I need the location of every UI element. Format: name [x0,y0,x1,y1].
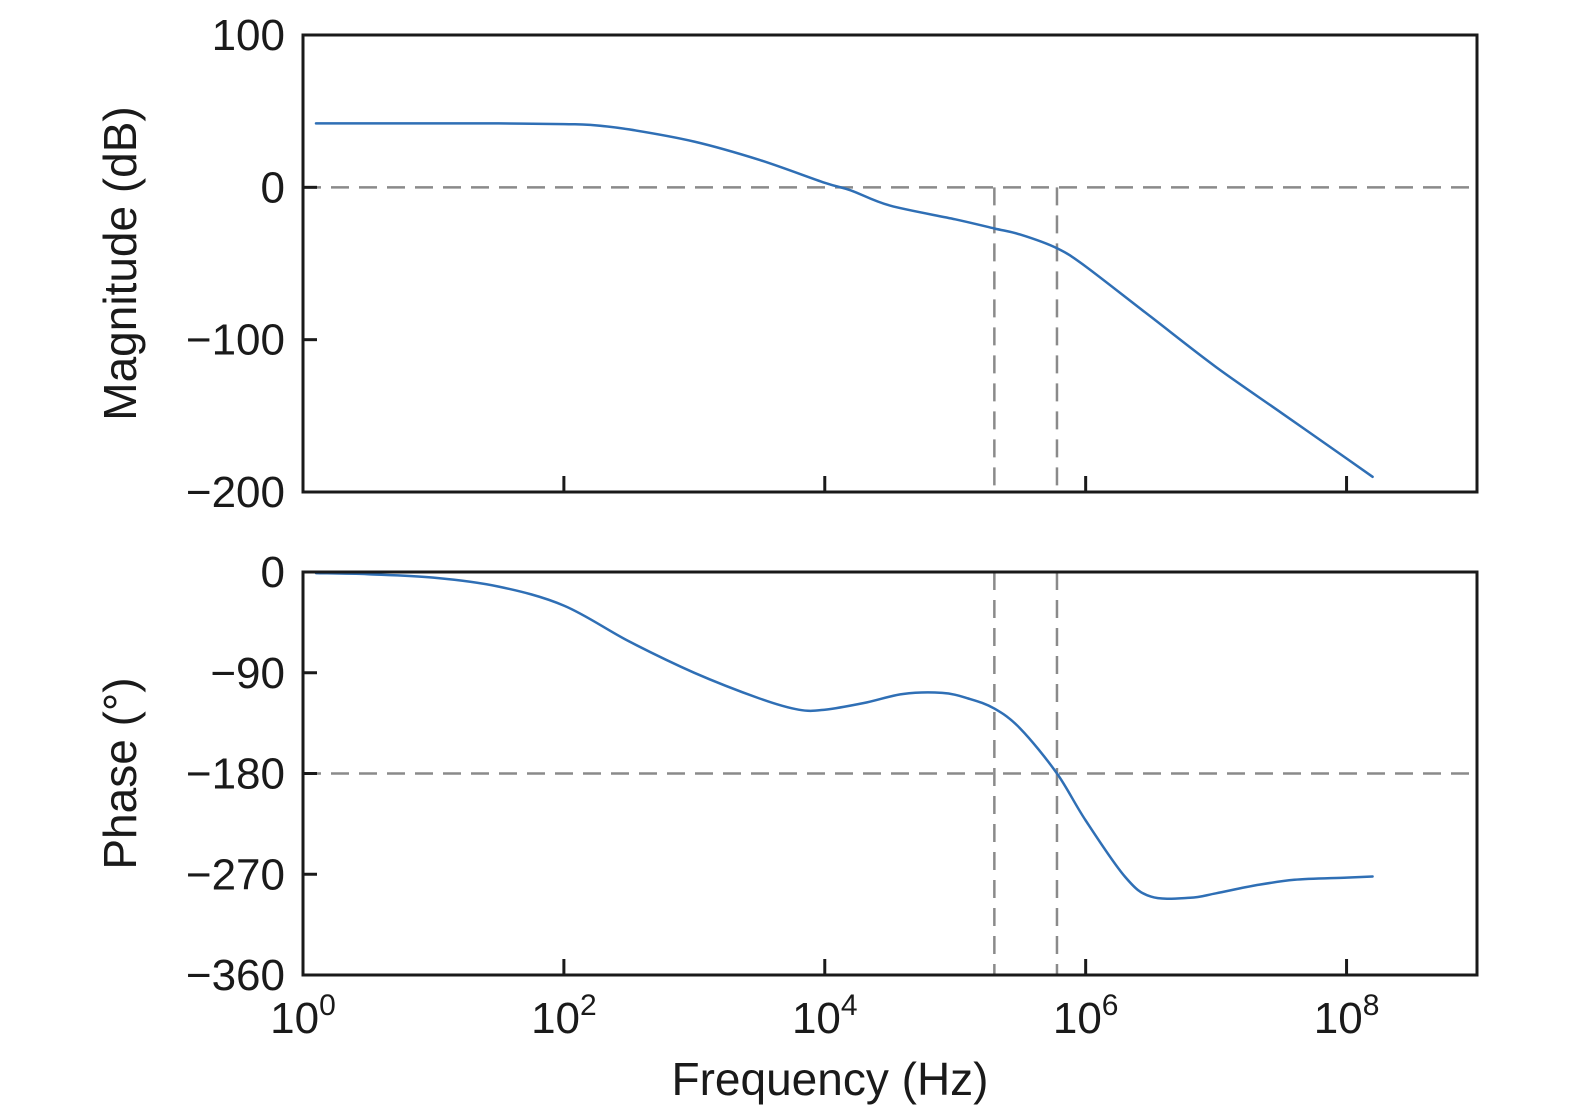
phase-x-tick-label-1: 102 [531,989,597,1043]
magnitude-y-tick-label-3: −200 [186,468,285,517]
magnitude-y-tick-label-0: 100 [212,11,285,60]
magnitude-plot-frame [301,33,1479,494]
phase-y-axis-title: Phase (°) [94,677,146,869]
magnitude-y-tick-label-1: 0 [261,163,285,212]
phase-x-tick-label-4: 108 [1314,989,1380,1043]
phase-series-line-0 [314,571,1374,900]
magnitude-series-line-0 [314,122,1374,479]
phase-y-tick-label-2: −180 [186,750,285,799]
phase-x-axis-title: Frequency (Hz) [672,1053,989,1105]
magnitude-panel: 100 0 −100 −200 Magnitude (dB) [94,11,1479,517]
phase-x-tick-label-2: 104 [792,989,858,1043]
phase-x-tick-label-3: 106 [1053,989,1119,1043]
phase-y-tick-label-3: −270 [186,850,285,899]
phase-y-tick-label-1: −90 [210,649,285,698]
magnitude-y-axis-title: Magnitude (dB) [94,106,146,421]
phase-x-tick-label-0: 100 [270,989,336,1043]
phase-y-tick-label-4: −360 [186,951,285,1000]
magnitude-y-tick-label-2: −100 [186,316,285,365]
phase-y-tick-label-0: 0 [261,548,285,597]
